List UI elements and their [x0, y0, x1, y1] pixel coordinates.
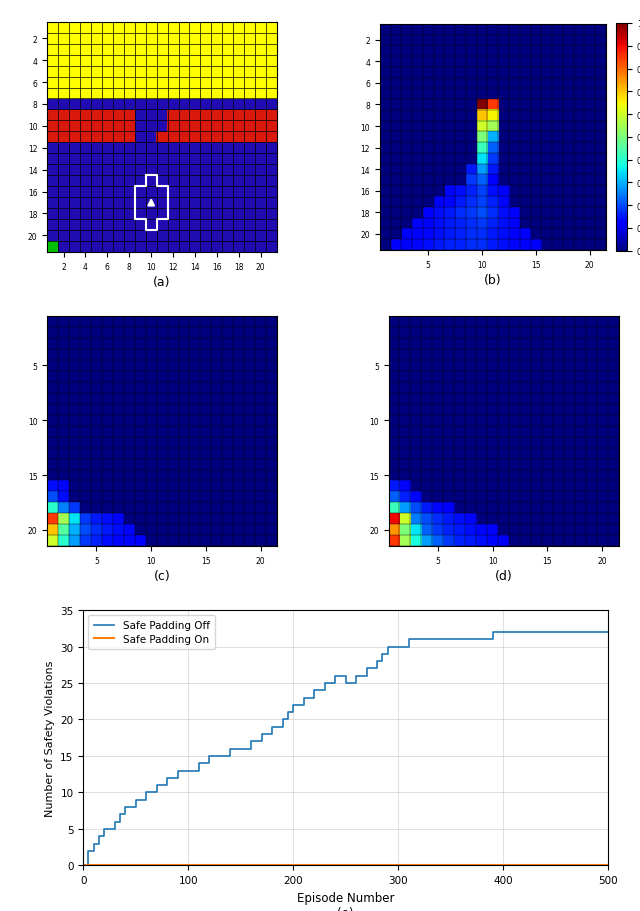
Line: Safe Padding Off: Safe Padding Off	[83, 632, 608, 865]
X-axis label: (c): (c)	[154, 569, 170, 582]
X-axis label: (a): (a)	[154, 275, 171, 289]
X-axis label: (d): (d)	[495, 569, 513, 582]
Safe Padding Off	[227, 743, 234, 754]
Safe Padding Off	[520, 627, 528, 638]
Safe Padding Off	[100, 824, 108, 834]
Safe Padding Off	[489, 627, 497, 638]
Safe Padding Off	[604, 627, 612, 638]
Y-axis label: Number of Safety Violations: Number of Safety Violations	[45, 660, 54, 816]
Safe Padding Off	[79, 860, 87, 871]
Safe Padding Off	[373, 656, 381, 667]
Safe Padding Off	[352, 670, 360, 681]
X-axis label: Episode Number
(e): Episode Number (e)	[297, 891, 394, 911]
Legend: Safe Padding Off, Safe Padding On: Safe Padding Off, Safe Padding On	[88, 616, 215, 649]
X-axis label: (b): (b)	[484, 273, 502, 286]
Safe Padding Off	[284, 707, 292, 718]
